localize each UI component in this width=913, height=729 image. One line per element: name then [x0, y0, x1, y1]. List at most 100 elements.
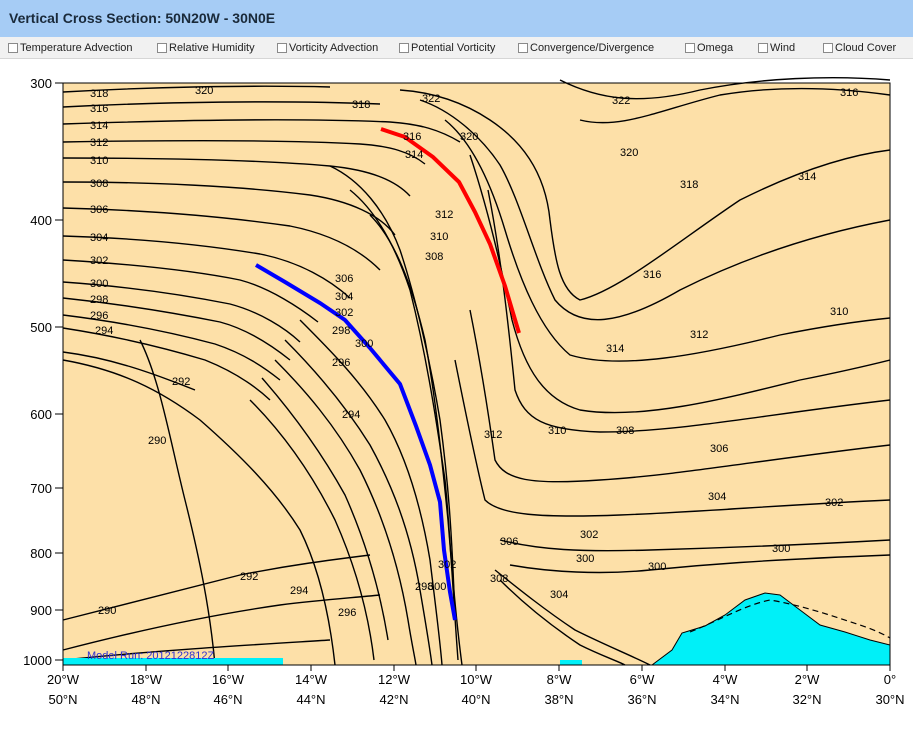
wind-option[interactable]: Wind [758, 41, 795, 55]
temperature-advection-checkbox[interactable] [8, 43, 18, 53]
x-tick-lat: 44°N [296, 692, 325, 707]
convergence-divergence-label: Convergence/Divergence [530, 42, 655, 54]
wind-checkbox[interactable] [758, 43, 768, 53]
plot-background [63, 83, 890, 665]
contour-label: 296 [90, 310, 108, 322]
x-tick-lon: 2°W [795, 672, 820, 687]
contour-labels: 318 316 314 312 310 308 306 304 302 300 … [90, 85, 858, 619]
contour-label: 314 [798, 171, 816, 183]
x-tick-lat: 48°N [131, 692, 160, 707]
omega-label: Omega [697, 42, 734, 54]
contour-label: 306 [500, 536, 518, 548]
contour-label: 310 [548, 425, 566, 437]
contour-label: 298 [90, 294, 108, 306]
y-tick-label: 700 [30, 481, 52, 496]
terrain-dashed-contour [689, 599, 891, 639]
contour-label: 294 [342, 409, 360, 421]
contour-label: 320 [195, 85, 213, 97]
x-tick-lon: 6°W [630, 672, 655, 687]
cloud-cover-checkbox[interactable] [823, 43, 833, 53]
contour-label: 320 [460, 131, 478, 143]
convergence-divergence-checkbox[interactable] [518, 43, 528, 53]
contour-label: 300 [90, 278, 108, 290]
relative-humidity-option[interactable]: Relative Humidity [157, 41, 255, 55]
vorticity-advection-option[interactable]: Vorticity Advection [277, 41, 378, 55]
cloud-cover-option[interactable]: Cloud Cover [823, 41, 896, 55]
contour-label: 310 [830, 306, 848, 318]
contour-label: 318 [352, 99, 370, 111]
contour-label: 292 [240, 571, 258, 583]
contour-label: 300 [648, 561, 666, 573]
cloud-cover-label: Cloud Cover [835, 42, 897, 54]
contour-label: 320 [620, 147, 638, 159]
model-run-label: Model Run: 2012122812Z [87, 650, 214, 662]
red-analysis-line [380, 127, 521, 334]
contour-label: 302 [438, 559, 456, 571]
contour-label: 318 [90, 88, 108, 100]
contour-label: 302 [580, 529, 598, 541]
x-tick-lon: 18°W [130, 672, 163, 687]
x-tick-lat: 34°N [710, 692, 739, 707]
potential-vorticity-option[interactable]: Potential Vorticity [399, 41, 495, 55]
relative-humidity-checkbox[interactable] [157, 43, 167, 53]
contour-label: 316 [643, 269, 661, 281]
x-tick-lat: 50°N [48, 692, 77, 707]
x-tick-lon: 4°W [713, 672, 738, 687]
contour-label: 316 [840, 87, 858, 99]
x-tick-lon: 12°W [378, 672, 411, 687]
contour-label: 290 [98, 605, 116, 617]
x-tick-lon: 20°W [47, 672, 80, 687]
y-tick-label: 600 [30, 407, 52, 422]
contour-label: 300 [576, 553, 594, 565]
contour-label: 302 [825, 497, 843, 509]
contour-label: 306 [335, 273, 353, 285]
terrain-strip-left [63, 658, 283, 665]
potential-vorticity-checkbox[interactable] [399, 43, 409, 53]
contour-label: 316 [90, 103, 108, 115]
y-axis: 300 400 500 600 700 800 900 1000 [23, 76, 63, 668]
omega-checkbox[interactable] [685, 43, 695, 53]
contour-label: 292 [172, 376, 190, 388]
contour-label: 294 [95, 325, 113, 337]
contour-label: 316 [403, 131, 421, 143]
x-tick-lon: 10°W [460, 672, 493, 687]
terrain-strip-mid [560, 660, 582, 665]
contour-label: 296 [332, 357, 350, 369]
blue-analysis-line [254, 263, 457, 621]
contour-label: 312 [90, 137, 108, 149]
contour-label: 300 [355, 338, 373, 350]
contour-label: 312 [690, 329, 708, 341]
y-tick-label: 500 [30, 320, 52, 335]
window-title: Vertical Cross Section: 50N20W - 30N0E [0, 0, 913, 37]
contour-label: 296 [338, 607, 356, 619]
omega-option[interactable]: Omega [685, 41, 733, 55]
contour-label: 312 [435, 209, 453, 221]
cross-section-plot: 318 316 314 312 310 308 306 304 302 300 … [23, 76, 904, 707]
x-tick-lat: 36°N [627, 692, 656, 707]
x-tick-lat: 38°N [544, 692, 573, 707]
contour-label: 294 [290, 585, 308, 597]
overlay-toolbar: Temperature Advection Relative Humidity … [0, 37, 913, 59]
x-tick-lon: 14°W [295, 672, 328, 687]
temperature-advection-option[interactable]: Temperature Advection [8, 41, 133, 55]
relative-humidity-label: Relative Humidity [169, 42, 255, 54]
contour-label: 304 [550, 589, 568, 601]
contour-label: 308 [425, 251, 443, 263]
contour-label: 302 [90, 255, 108, 267]
contour-label: 308 [90, 178, 108, 190]
contour-label: 306 [710, 443, 728, 455]
y-tick-label: 900 [30, 603, 52, 618]
contour-label: 314 [90, 120, 108, 132]
vorticity-advection-checkbox[interactable] [277, 43, 287, 53]
contour-label: 322 [612, 95, 630, 107]
contour-label: 304 [90, 232, 108, 244]
x-tick-lat: 46°N [213, 692, 242, 707]
potential-vorticity-label: Potential Vorticity [411, 42, 496, 54]
contour-label: 300 [428, 581, 446, 593]
contour-label: 306 [90, 204, 108, 216]
convergence-divergence-option[interactable]: Convergence/Divergence [518, 41, 654, 55]
contour-label: 302 [335, 307, 353, 319]
contour-label: 308 [490, 573, 508, 585]
contour-label: 312 [484, 429, 502, 441]
contour-label: 298 [415, 581, 433, 593]
